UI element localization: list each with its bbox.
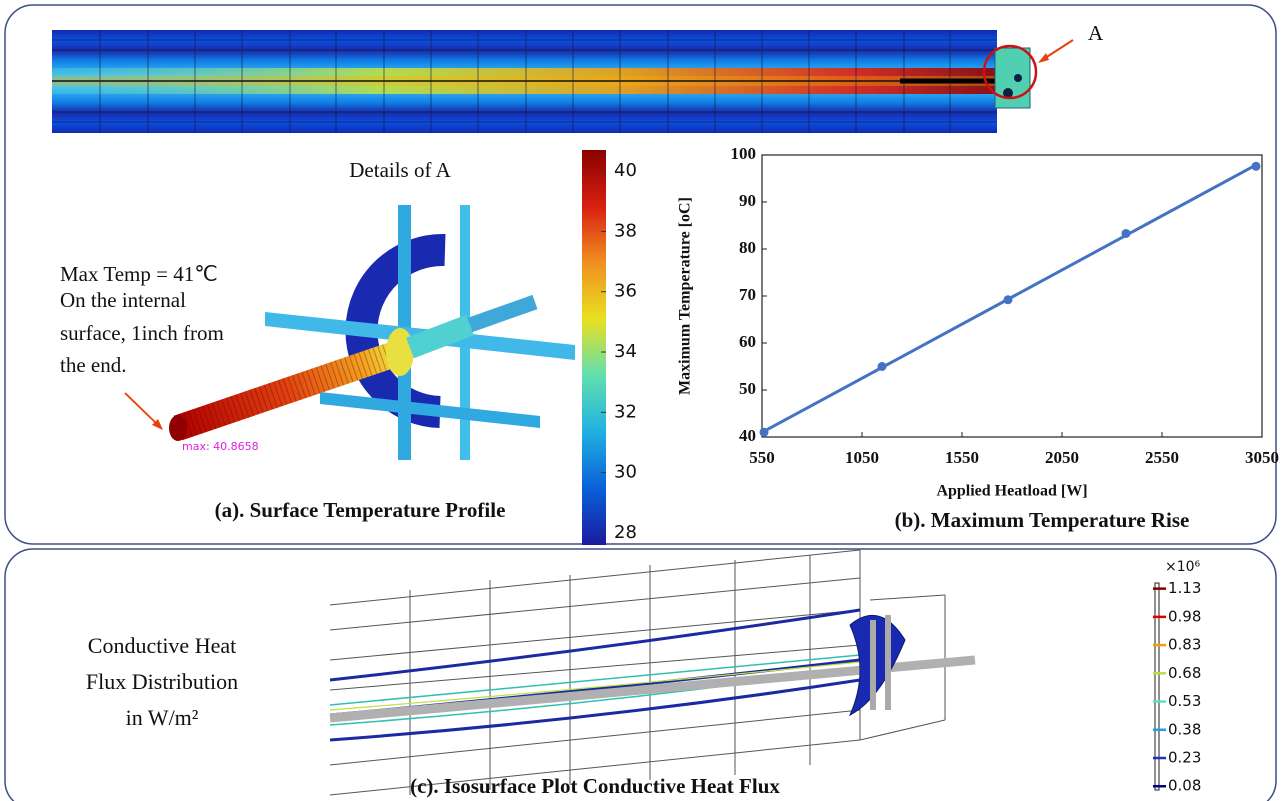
annotation: Flux Distribution	[86, 669, 238, 694]
x-tick-label: 3050	[1245, 448, 1279, 467]
colorbar-tick-label: 38	[614, 220, 637, 241]
panel-frame	[4, 548, 1277, 801]
detail-title: Details of A	[349, 158, 451, 182]
annotation: On the internal	[60, 288, 186, 312]
x-tick-label: 1050	[845, 448, 879, 467]
y-tick-label: 40	[739, 426, 756, 445]
x-axis-label: Applied Heatload [W]	[936, 483, 1087, 500]
colorbar-tick-label: 1.13	[1168, 579, 1201, 597]
colorbar-tick-label: 0.68	[1168, 664, 1201, 682]
y-tick-label: 60	[739, 332, 756, 351]
y-tick-label: 100	[731, 144, 757, 163]
colorbar-tick-label: 0.98	[1168, 607, 1201, 625]
data-point	[1251, 161, 1261, 171]
colorbar-tick-label: 0.38	[1168, 720, 1201, 738]
annotation: the end.	[60, 353, 126, 377]
data-point	[877, 362, 887, 371]
x-tick-label: 2050	[1045, 448, 1079, 467]
colorbar-tick-label: 0.53	[1168, 692, 1201, 710]
detail-model	[124, 205, 575, 460]
flux-model	[329, 549, 976, 796]
colorbar-tick-label: 30	[614, 462, 637, 483]
colorbar-tick-label: 0.83	[1168, 636, 1201, 654]
x-tick-label: 2550	[1145, 448, 1179, 467]
colorbar	[1154, 582, 1160, 791]
data-point	[1003, 295, 1013, 305]
panel-frame	[4, 4, 1277, 545]
y-tick-label: 80	[739, 238, 756, 257]
callout-label: A	[1088, 21, 1104, 45]
heatmap-image	[52, 30, 1074, 133]
colorbar-tick-label: 34	[614, 341, 637, 362]
annotation: in W/m²	[126, 705, 199, 730]
y-tick-label: 90	[739, 191, 756, 210]
colorbar	[582, 150, 606, 545]
colorbar-tick-label: 28	[614, 522, 637, 543]
colorbar-tick-label: 0.08	[1168, 777, 1201, 795]
annotation: surface, 1inch from	[60, 321, 224, 345]
y-tick-label: 70	[739, 285, 756, 304]
max-marker: max: 40.8658	[182, 440, 259, 453]
colorbar-tick-label: 32	[614, 401, 637, 422]
data-point	[759, 427, 769, 437]
colorbar-multiplier: ×10⁶	[1165, 559, 1201, 575]
y-tick-label: 50	[739, 379, 756, 398]
colorbar-tick-label: 40	[614, 160, 637, 181]
colorbar-tick-label: 36	[614, 281, 637, 302]
x-tick-label: 1550	[945, 448, 979, 467]
caption: (a). Surface Temperature Profile	[215, 498, 506, 522]
colorbar-tick-label: 0.23	[1168, 749, 1201, 767]
data-point	[1121, 228, 1131, 238]
caption: (b). Maximum Temperature Rise	[895, 508, 1190, 532]
x-tick-label: 550	[749, 448, 775, 467]
annotation: Conductive Heat	[88, 633, 236, 658]
annotation: Max Temp = 41℃	[60, 262, 218, 286]
caption: (c). Isosurface Plot Conductive Heat Flu…	[410, 774, 780, 798]
y-axis-label: Maximum Temperature [oC]	[677, 197, 694, 395]
